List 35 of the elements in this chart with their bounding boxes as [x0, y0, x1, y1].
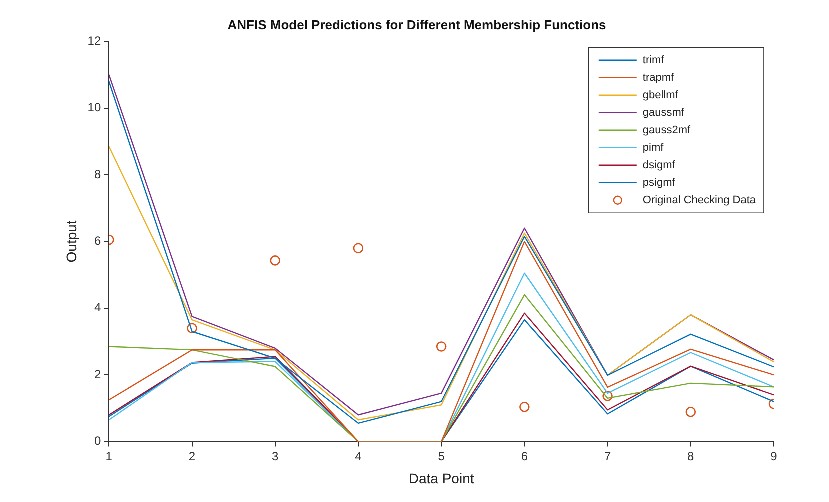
x-tick-label: 2	[188, 449, 196, 464]
point	[520, 402, 530, 412]
y-tick-label: 8	[94, 167, 102, 182]
legend-label: pimf	[642, 142, 665, 154]
x-tick-label: 3	[272, 449, 280, 464]
legend-label: trapmf	[642, 72, 676, 84]
x-tick-label: 7	[604, 449, 612, 464]
y-axis-title: Output	[63, 220, 80, 263]
chart-title: ANFIS Model Predictions for Different Membership Functions	[228, 17, 606, 32]
x-tick-label: 8	[688, 449, 695, 464]
legend-label: trimf	[642, 54, 666, 66]
y-tick-label: 4	[94, 300, 102, 315]
legend-label: gauss2mf	[642, 124, 692, 136]
x-tick-label: 1	[106, 449, 113, 464]
point	[602, 390, 613, 402]
legend-label: gaussmf	[642, 106, 686, 119]
point	[436, 342, 447, 352]
y-tick-label: 12	[88, 34, 102, 48]
y-tick-label: 6	[94, 234, 102, 248]
y-tick-label: 10	[88, 100, 102, 115]
x-tick-label: 4	[355, 449, 362, 464]
y-tick-label: 0	[94, 434, 102, 448]
x-tick-label: 6	[521, 449, 528, 464]
point	[686, 406, 696, 418]
legend-label: Original Checking Data	[642, 194, 757, 206]
legend-label: psigmf	[642, 176, 676, 189]
x-axis-title: Data Point	[408, 470, 474, 486]
x-tick-label: 5	[438, 449, 446, 464]
point	[187, 323, 198, 334]
y-tick-label: 2	[94, 367, 102, 382]
legend-label: gbellmf	[642, 89, 680, 102]
point	[270, 256, 281, 266]
point	[353, 243, 364, 254]
legend-label: dsigmf	[642, 159, 676, 172]
x-tick-label: 9	[770, 449, 778, 464]
